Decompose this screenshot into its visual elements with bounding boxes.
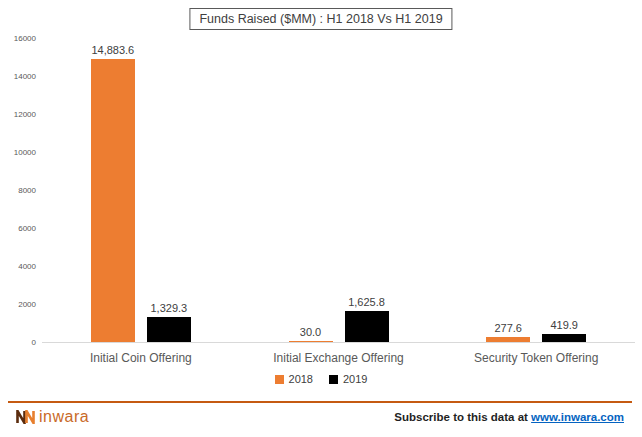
bar-value-label: 419.9 [550, 319, 578, 331]
y-tick-label: 4000 [18, 262, 36, 272]
bar-value-label: 1,625.8 [348, 296, 385, 308]
x-axis-labels: Initial Coin OfferingInitial Exchange Of… [42, 351, 635, 365]
bar-value-label: 30.0 [300, 326, 321, 338]
y-tick-label: 0 [32, 338, 36, 348]
bar-group: 30.0 1,625.8 [240, 39, 438, 342]
bar-2019: 419.9 [542, 334, 586, 342]
y-tick-label: 2000 [18, 300, 36, 310]
bar-2018: 30.0 [289, 341, 333, 342]
footer-divider [8, 401, 632, 403]
bar-group: 277.6 419.9 [437, 39, 635, 342]
bar-2019: 1,625.8 [345, 311, 389, 342]
subscribe-note: Subscribe to this data at www.inwara.com [394, 411, 624, 423]
bar-value-label: 14,883.6 [91, 44, 134, 56]
y-tick-label: 8000 [18, 186, 36, 196]
x-axis-category-label: Security Token Offering [437, 351, 635, 365]
bar-2018: 277.6 [486, 337, 530, 342]
y-axis: 0200040006000800010000120001400016000 [0, 39, 36, 343]
inwara-logo-icon [16, 410, 35, 424]
bar-value-label: 1,329.3 [150, 302, 187, 314]
y-tick-label: 10000 [14, 148, 36, 158]
bar-2019: 1,329.3 [147, 317, 191, 342]
legend: 2018 2019 [0, 373, 642, 385]
y-tick-label: 16000 [14, 34, 36, 44]
inwara-logo: inwara [16, 408, 89, 426]
legend-swatch-icon [329, 375, 338, 384]
legend-label: 2019 [343, 373, 367, 385]
legend-swatch-icon [275, 375, 284, 384]
x-axis-category-label: Initial Exchange Offering [240, 351, 438, 365]
legend-label: 2018 [289, 373, 313, 385]
inwara-logo-label: inwara [39, 408, 89, 426]
bar-2018: 14,883.6 [91, 59, 135, 342]
chart-page: Funds Raised ($MM) : H1 2018 Vs H1 2019 … [0, 0, 642, 437]
inwara-link[interactable]: www.inwara.com [531, 411, 624, 423]
y-tick-label: 6000 [18, 224, 36, 234]
legend-item-2018: 2018 [275, 373, 313, 385]
footer: inwara Subscribe to this data at www.inw… [16, 408, 624, 426]
legend-item-2019: 2019 [329, 373, 367, 385]
bar-group: 14,883.6 1,329.3 [42, 39, 240, 342]
bar-value-label: 277.6 [494, 322, 522, 334]
plot-area: 14,883.6 1,329.3 30.0 1,625.8 277.6 419.9 [42, 39, 635, 343]
chart-title: Funds Raised ($MM) : H1 2018 Vs H1 2019 [189, 8, 452, 30]
y-tick-label: 14000 [14, 72, 36, 82]
subscribe-text: Subscribe to this data at [394, 411, 528, 423]
y-tick-label: 12000 [14, 110, 36, 120]
x-axis-category-label: Initial Coin Offering [42, 351, 240, 365]
